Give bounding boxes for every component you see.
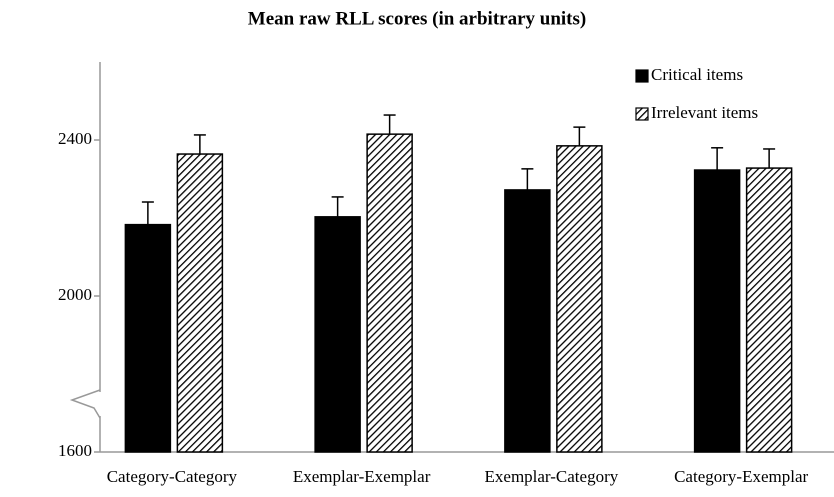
y-tick-label: 2400 bbox=[58, 129, 92, 148]
legend-label: Irrelevant items bbox=[651, 103, 758, 122]
legend-label: Critical items bbox=[651, 65, 743, 84]
bar bbox=[693, 169, 741, 453]
y-tick-label: 1600 bbox=[58, 441, 92, 460]
bar bbox=[745, 167, 793, 453]
bar bbox=[366, 133, 413, 453]
bar bbox=[504, 189, 551, 453]
x-tick-label: Exemplar-Exemplar bbox=[293, 467, 431, 486]
bar bbox=[124, 223, 172, 453]
y-tick-label: 2000 bbox=[58, 285, 92, 304]
x-tick-label: Exemplar-Category bbox=[485, 467, 619, 486]
axis-break-gap bbox=[90, 392, 110, 416]
chart-title: Mean raw RLL scores (in arbitrary units) bbox=[248, 8, 586, 29]
x-tick-label: Category-Category bbox=[107, 467, 238, 486]
bar bbox=[556, 145, 603, 453]
axis-break bbox=[69, 389, 101, 419]
bar bbox=[314, 216, 361, 453]
legend-swatch bbox=[635, 69, 649, 83]
legend-swatch bbox=[635, 107, 649, 121]
x-tick-label: Category-Exemplar bbox=[674, 467, 808, 486]
bar bbox=[176, 153, 224, 453]
